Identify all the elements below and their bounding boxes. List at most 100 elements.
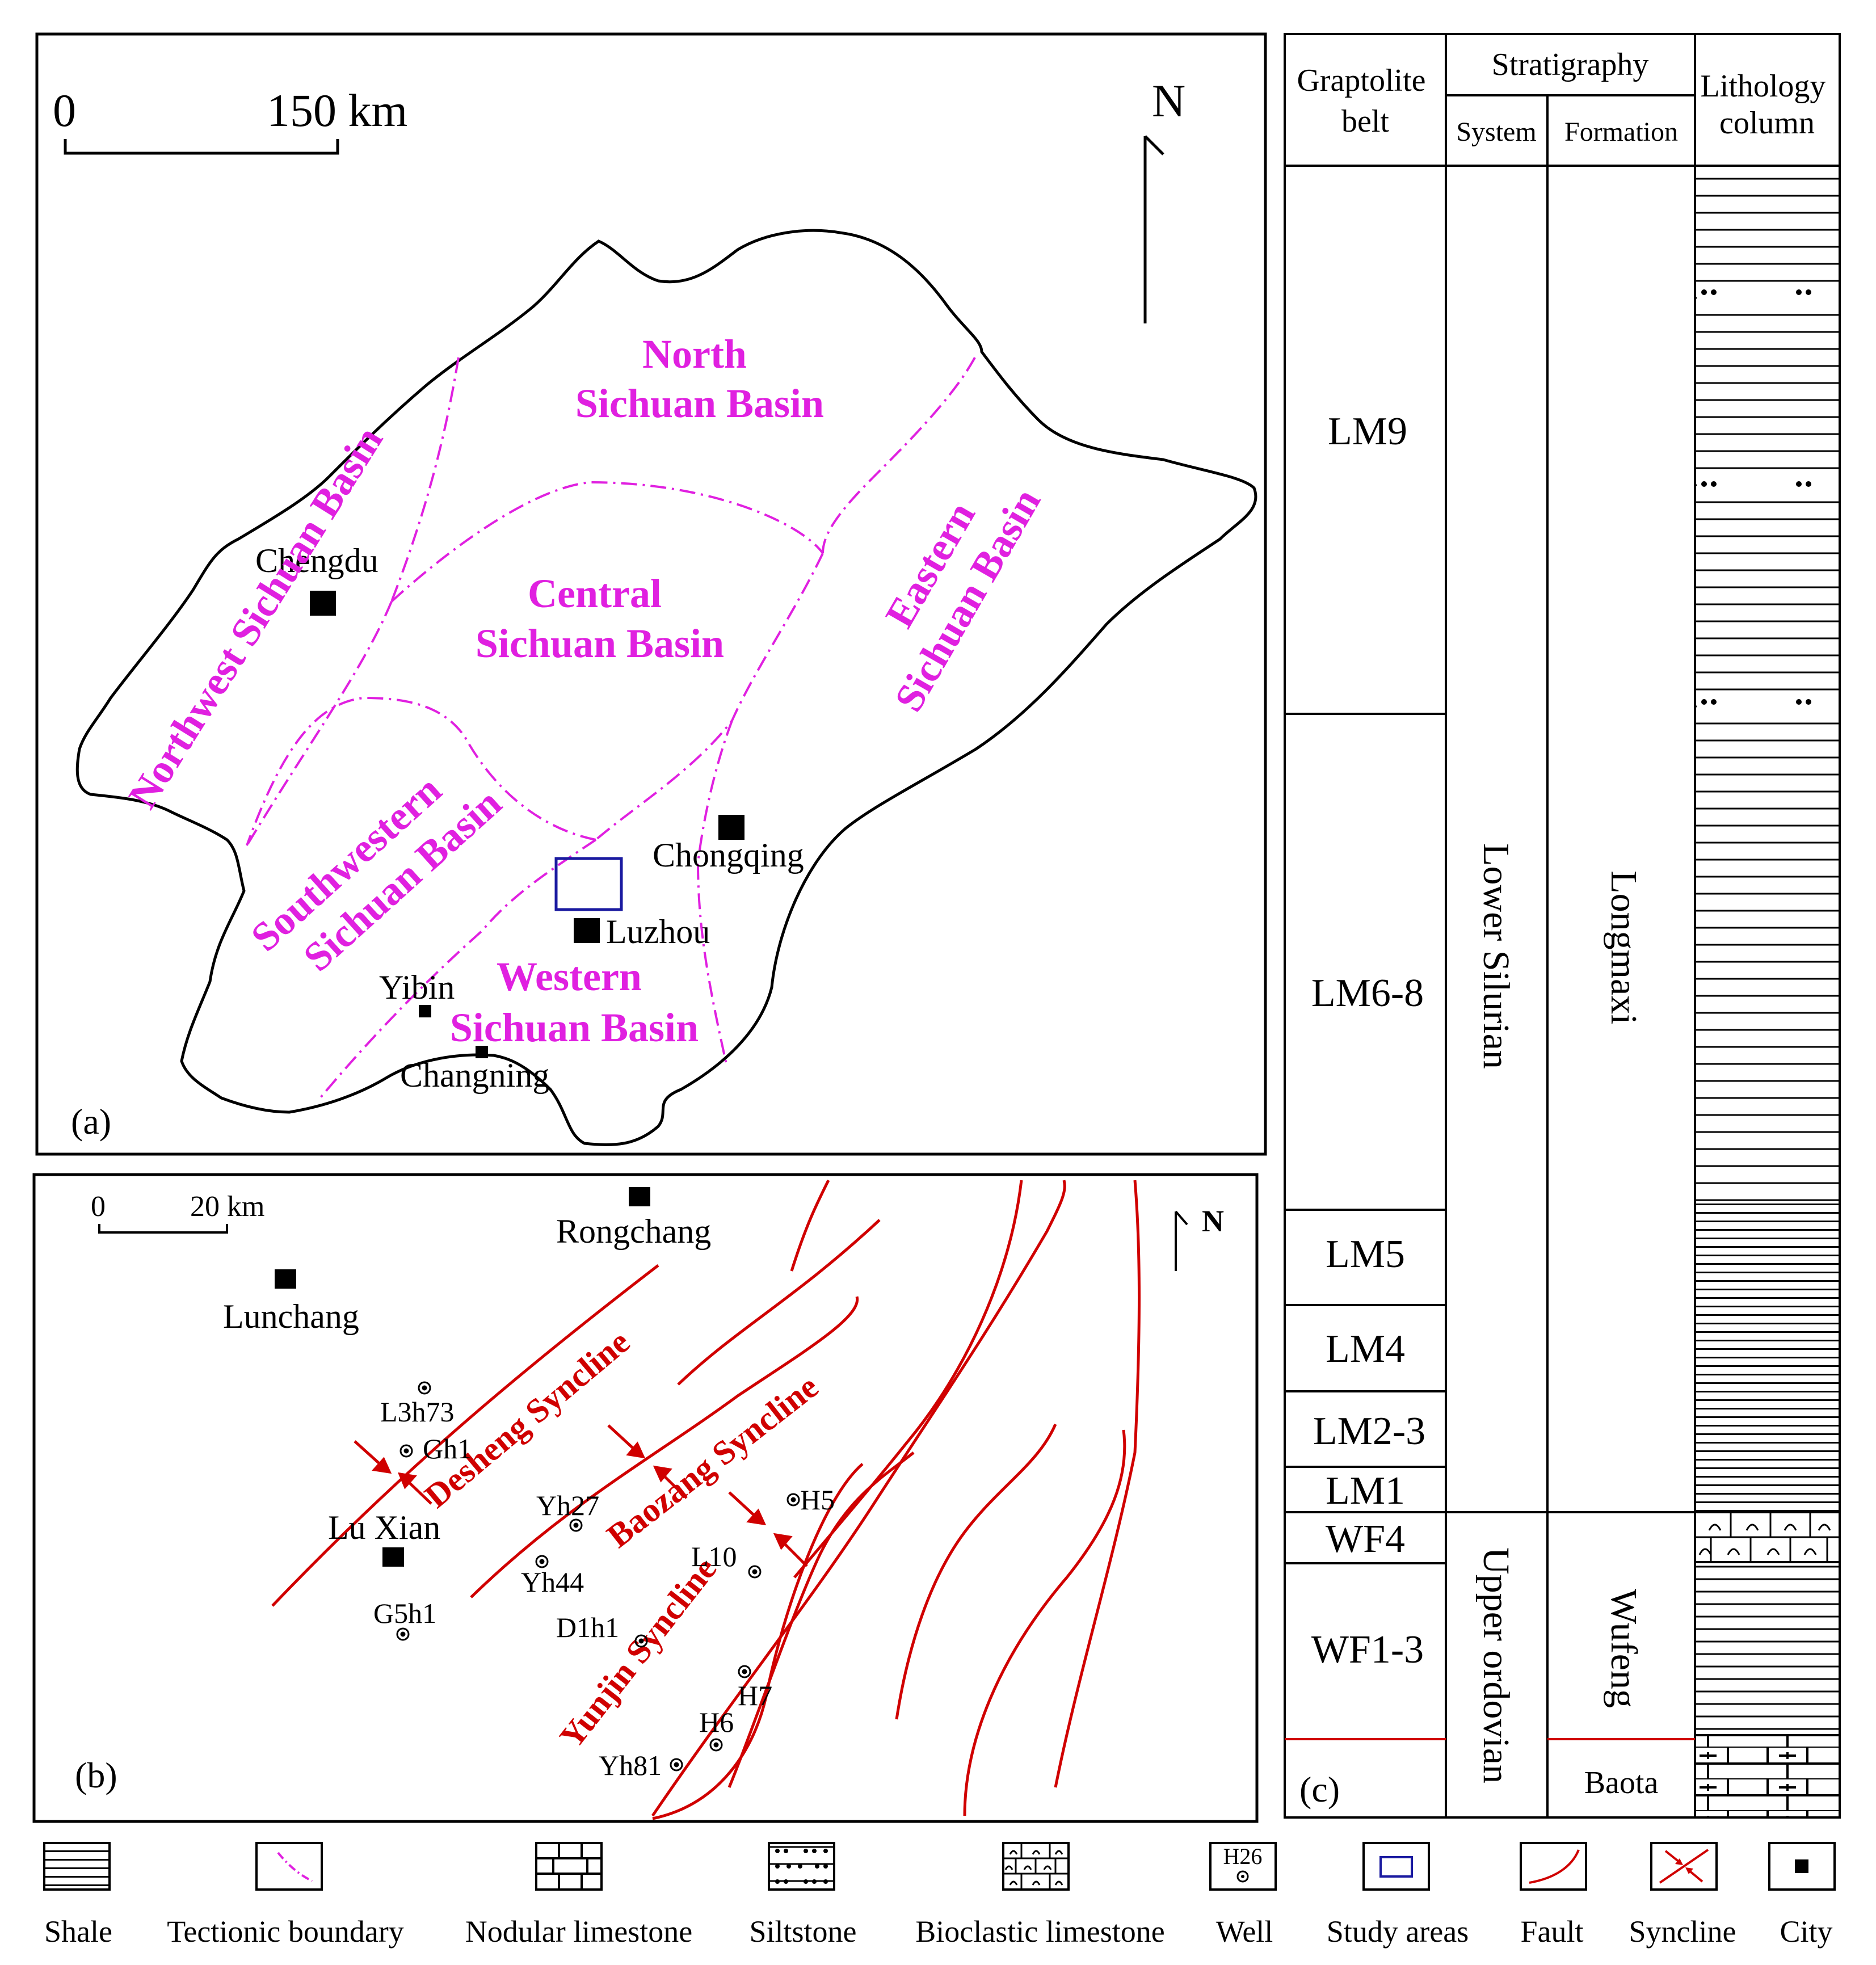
panel-a-frame	[35, 32, 1267, 1156]
panel-a-scale-bar: 0 150 km	[53, 85, 407, 155]
header-formation: Formation	[1564, 117, 1678, 147]
rongchang-label: Rongchang	[556, 1213, 711, 1250]
legend-nodular-limestone-label: Nodular limestone	[465, 1914, 692, 1949]
well-g5h1-label: G5h1	[373, 1597, 436, 1629]
siltstone-layers	[1697, 284, 1839, 710]
bioclastic-symbols	[1695, 1512, 1840, 1562]
header-stratigraphy: Stratigraphy	[1492, 47, 1649, 82]
header-lithology-column: Lithology column	[1701, 69, 1834, 141]
legend: H26 Shale Tect	[43, 1842, 1836, 1949]
well-h5	[786, 1493, 800, 1507]
panel-c: Graptolite belt Stratigraphy System Form…	[1284, 33, 1841, 1819]
legend-well-symbol: H26	[1209, 1842, 1277, 1891]
syncline-axis-markers	[354, 1424, 808, 1567]
sichuan-basin-outline	[75, 229, 1257, 1146]
luxian-city-marker	[382, 1547, 404, 1567]
well-yh81	[670, 1758, 683, 1772]
north-basin-label: North Sichuan Basin	[575, 331, 824, 426]
system-upper-ordovian: Upper ordovian	[1475, 1547, 1517, 1783]
belt-lm1: LM1	[1326, 1469, 1405, 1513]
well-h7	[738, 1665, 751, 1678]
northwest-basin-label: Northwest Sichuan Basin	[120, 419, 392, 817]
chongqing-city-marker	[718, 815, 744, 840]
legend-syncline-label: Syncline	[1629, 1914, 1736, 1949]
panel-b-scale-max: 20 km	[190, 1190, 264, 1223]
belt-lm4: LM4	[1326, 1327, 1405, 1371]
lithology-shale-wufeng	[1695, 1562, 1840, 1735]
panel-c-tag: (c)	[1299, 1769, 1340, 1810]
panel-a-scale-zero: 0	[53, 85, 76, 136]
chongqing-label: Chongqing	[653, 836, 804, 874]
central-basin-label: Central Sichuan Basin	[476, 571, 724, 666]
belt-lm6-8: LM6-8	[1311, 971, 1424, 1015]
legend-labels: Shale Tectionic boundary Nodular limesto…	[44, 1914, 1833, 1949]
formation-longmaxi: Longmaxi	[1603, 870, 1644, 1024]
chengdu-city-marker	[310, 591, 336, 616]
well-g5h1	[396, 1627, 410, 1641]
wells	[396, 1381, 800, 1772]
legend-study-area-symbol	[1362, 1842, 1430, 1891]
well-l3h73	[418, 1381, 431, 1395]
legend-nodular-limestone-symbol	[535, 1842, 603, 1891]
panel-b-tag: (b)	[75, 1755, 117, 1795]
belt-lm5: LM5	[1326, 1232, 1405, 1276]
legend-city-label: City	[1780, 1914, 1832, 1949]
rongchang-city-marker	[629, 1187, 650, 1206]
well-l10-label: L10	[691, 1541, 737, 1572]
panel-a: 0 150 km N Chengdu Chongqing	[35, 32, 1267, 1156]
yibin-city-marker	[419, 1005, 431, 1017]
baozang-syncline-label: Baozang Syncline	[600, 1367, 825, 1555]
luxian-label: Lu Xian	[328, 1509, 440, 1546]
panel-b-frame	[32, 1173, 1259, 1823]
legend-fault-symbol	[1520, 1842, 1587, 1891]
belt-lm9: LM9	[1328, 410, 1407, 453]
legend-well-sample-label: H26	[1223, 1844, 1263, 1869]
tectonic-boundaries	[246, 357, 976, 1102]
system-lower-silurian: Lower Silurian	[1475, 843, 1517, 1069]
formation-baota: Baota	[1584, 1765, 1659, 1800]
legend-fault-label: Fault	[1520, 1914, 1583, 1949]
legend-tectonic-boundary-symbol	[255, 1842, 323, 1891]
belt-lm2-3: LM2-3	[1313, 1409, 1425, 1453]
well-yh27-label: Yh27	[536, 1489, 599, 1521]
graptolite-belts: LM9 LM6-8 LM5 LM4 LM2-3 LM1 WF4 WF1-3	[1311, 410, 1425, 1672]
panel-a-north-arrow: N	[1143, 75, 1185, 323]
header-graptolite-belt: Graptolite belt	[1297, 63, 1433, 139]
luzhou-city-marker	[574, 918, 600, 943]
lunchang-city-marker	[275, 1269, 296, 1289]
panel-b-north-arrow: N	[1175, 1204, 1224, 1271]
panel-b-scale-bar: 0 20 km	[91, 1190, 264, 1234]
well-yh44	[535, 1555, 549, 1568]
legend-shale-label: Shale	[44, 1914, 112, 1949]
well-yh44-label: Yh44	[521, 1566, 584, 1598]
panel-a-tag: (a)	[71, 1101, 111, 1142]
study-area-rectangle	[554, 857, 623, 911]
well-d1h1-label: D1h1	[556, 1611, 619, 1643]
changning-label: Changning	[400, 1057, 549, 1094]
strat-table-grid	[1284, 33, 1841, 1819]
lithology-shale-lower	[1695, 1202, 1840, 1512]
legend-syncline-symbol	[1650, 1842, 1718, 1891]
lunchang-label: Lunchang	[223, 1298, 359, 1335]
header-system: System	[1456, 117, 1536, 147]
well-h5-label: H5	[800, 1484, 835, 1516]
changning-city-marker	[476, 1046, 488, 1058]
well-yh27	[569, 1518, 583, 1532]
panel-a-scale-max: 150 km	[267, 85, 407, 136]
panel-b-north-label: N	[1202, 1204, 1224, 1238]
lithology-shale-upper	[1695, 166, 1840, 1202]
well-l10	[748, 1565, 762, 1579]
belt-wf1-3: WF1-3	[1311, 1628, 1424, 1672]
panel-b: 0 20 km N	[32, 1173, 1259, 1823]
well-h6-label: H6	[699, 1706, 734, 1738]
legend-well-label: Well	[1216, 1914, 1273, 1949]
well-yh81-label: Yh81	[599, 1749, 662, 1781]
legend-shale-symbol	[43, 1842, 111, 1891]
legend-bioclastic-limestone-symbol	[1002, 1842, 1070, 1891]
panel-a-north-label: N	[1152, 75, 1185, 127]
legend-tectonic-boundary-label: Tectionic boundary	[167, 1914, 404, 1949]
well-h7-label: H7	[738, 1680, 772, 1711]
faults	[271, 1179, 1141, 1820]
luzhou-label: Luzhou	[606, 913, 710, 950]
